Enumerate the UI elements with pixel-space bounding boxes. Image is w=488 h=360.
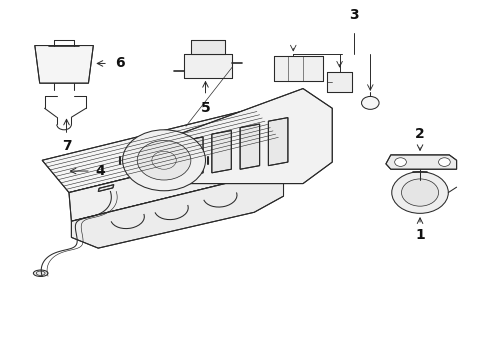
Text: 4: 4 [96, 164, 105, 178]
Ellipse shape [33, 270, 48, 276]
Text: 3: 3 [349, 8, 358, 22]
Polygon shape [211, 131, 231, 173]
Text: 5: 5 [200, 101, 210, 115]
Circle shape [122, 130, 205, 191]
Circle shape [394, 158, 406, 166]
Polygon shape [171, 89, 331, 184]
Polygon shape [183, 54, 232, 78]
Circle shape [401, 179, 438, 206]
Circle shape [438, 158, 449, 166]
Polygon shape [240, 124, 259, 169]
Polygon shape [273, 56, 322, 81]
Polygon shape [385, 155, 456, 169]
Polygon shape [327, 72, 351, 92]
Polygon shape [98, 185, 114, 192]
Polygon shape [268, 118, 287, 166]
Circle shape [361, 96, 378, 109]
Text: 1: 1 [414, 228, 424, 242]
Polygon shape [35, 45, 93, 83]
Polygon shape [71, 169, 283, 248]
Polygon shape [69, 140, 283, 221]
Text: 7: 7 [61, 139, 71, 153]
Polygon shape [190, 40, 224, 54]
Circle shape [137, 140, 190, 180]
Polygon shape [42, 108, 281, 193]
Polygon shape [183, 137, 203, 176]
Circle shape [391, 172, 447, 213]
Text: 6: 6 [115, 57, 124, 71]
Text: 2: 2 [414, 127, 424, 141]
